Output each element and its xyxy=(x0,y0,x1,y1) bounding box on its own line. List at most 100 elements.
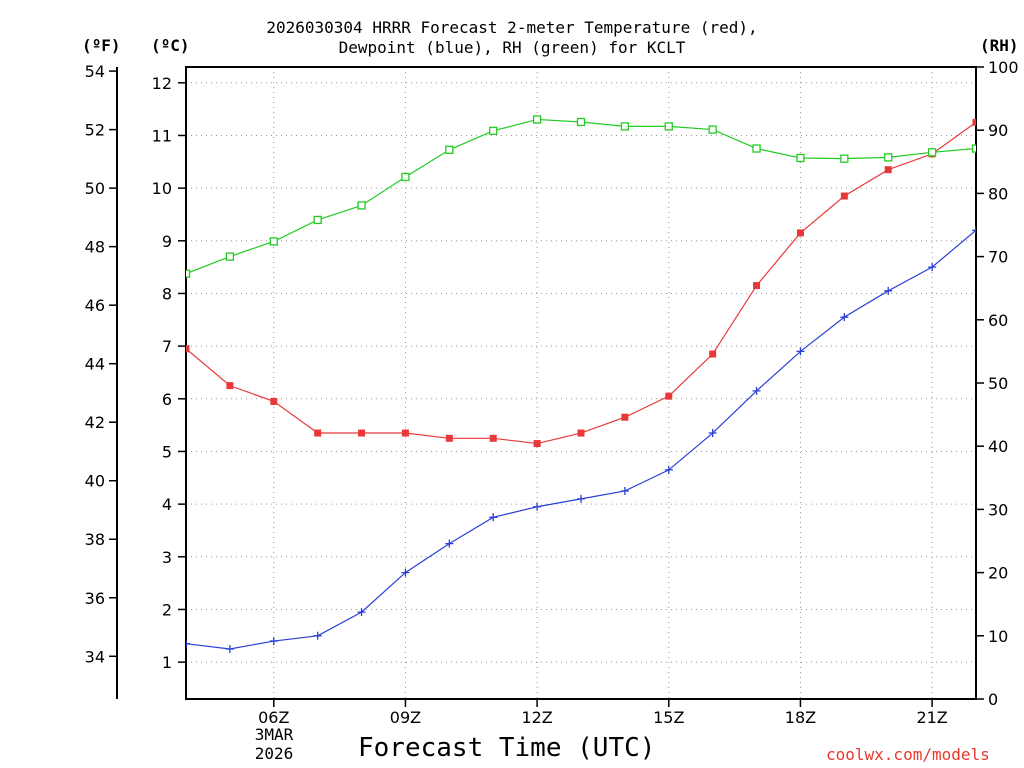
rh-tick-label: 10 xyxy=(988,627,1008,646)
dewpoint-point xyxy=(186,639,190,648)
rh-point xyxy=(664,122,673,131)
rh-tick-label: 100 xyxy=(988,58,1019,77)
dewpoint-point xyxy=(445,539,454,548)
temperature-point xyxy=(445,434,453,442)
dewpoint-point xyxy=(489,513,498,522)
fahrenheit-tick-label: 34 xyxy=(85,647,105,666)
credit-link[interactable]: coolwx.com/models xyxy=(826,745,990,764)
fahrenheit-tick-label: 54 xyxy=(85,62,105,81)
dewpoint-point xyxy=(840,313,849,322)
rh-point xyxy=(708,125,717,134)
temperature-point xyxy=(884,166,892,174)
temperature-point xyxy=(270,397,278,405)
dewpoint-point xyxy=(884,286,893,295)
x-tick-label: 15Z xyxy=(653,708,684,727)
celsius-tick-label: 7 xyxy=(162,337,172,356)
dewpoint-point xyxy=(269,637,278,646)
rh-tick-label: 40 xyxy=(988,437,1008,456)
celsius-tick-label: 8 xyxy=(162,284,172,303)
dewpoint-point xyxy=(577,494,585,503)
rh-point xyxy=(796,153,805,163)
temperature-point xyxy=(358,429,366,437)
x-tick-label: 12Z xyxy=(521,708,552,727)
rh-point xyxy=(927,148,937,157)
rh-tick-label: 60 xyxy=(988,311,1008,330)
rh-point xyxy=(445,145,454,154)
rh-point xyxy=(313,215,322,225)
rh-point xyxy=(884,153,893,162)
rh-tick-label: 30 xyxy=(988,500,1008,519)
temperature-point xyxy=(665,392,673,400)
dewpoint-point xyxy=(225,644,234,653)
series-group xyxy=(186,115,976,653)
fahrenheit-tick-label: 48 xyxy=(85,238,105,257)
temperature-point xyxy=(577,429,585,437)
fahrenheit-tick-label: 44 xyxy=(85,355,105,374)
dewpoint-point xyxy=(401,568,410,577)
rh-tick-label: 50 xyxy=(988,374,1008,393)
temperature-point xyxy=(533,440,541,448)
celsius-tick-label: 10 xyxy=(152,179,172,198)
dewpoint-point xyxy=(972,226,976,235)
plot-frame xyxy=(185,66,977,700)
fahrenheit-tick-label: 50 xyxy=(85,179,105,198)
rh-point xyxy=(971,144,976,153)
fahrenheit-tick-label: 36 xyxy=(85,589,105,608)
rh-point xyxy=(186,269,191,278)
celsius-tick-label: 2 xyxy=(162,600,172,619)
dewpoint-point xyxy=(664,465,673,474)
rh-tick-label: 20 xyxy=(988,564,1008,583)
chart-title-line1: 2026030304 HRRR Forecast 2-meter Tempera… xyxy=(266,18,758,37)
rh-tick-label: 80 xyxy=(988,184,1008,203)
temperature-point xyxy=(489,434,497,442)
temperature-point xyxy=(186,345,190,353)
temperature-point xyxy=(796,229,804,237)
celsius-tick-label: 5 xyxy=(162,442,172,461)
dewpoint-point xyxy=(928,263,937,272)
celsius-tick-label: 3 xyxy=(162,548,172,567)
celsius-tick-label: 4 xyxy=(162,495,172,514)
temperature-point xyxy=(314,429,322,437)
fahrenheit-tick-label: 40 xyxy=(85,472,105,491)
dewpoint-point xyxy=(533,502,542,511)
rh-point xyxy=(357,201,366,210)
fahrenheit-tick-label: 38 xyxy=(85,530,105,549)
temperature-point xyxy=(621,413,629,421)
rh-tick-label: 90 xyxy=(988,121,1008,140)
fahrenheit-tick-label: 46 xyxy=(85,296,105,315)
celsius-tick-label: 11 xyxy=(152,126,172,145)
temperature-point xyxy=(840,192,848,200)
temperature-point xyxy=(709,350,717,358)
rh-point xyxy=(620,122,630,131)
celsius-tick-label: 1 xyxy=(162,653,172,672)
celsius-unit-label: (ºC) xyxy=(151,36,190,55)
rh-point xyxy=(489,126,498,135)
dewpoint-point xyxy=(796,347,805,356)
x-axis-title: Forecast Time (UTC) xyxy=(358,733,656,763)
dewpoint-point xyxy=(313,631,322,640)
rh-line xyxy=(186,118,976,275)
rh-point xyxy=(532,115,542,124)
rh-tick-label: 70 xyxy=(988,248,1008,267)
temperature-point xyxy=(226,382,234,390)
dewpoint-point xyxy=(752,386,761,395)
rh-point xyxy=(401,172,410,182)
temperature-point xyxy=(401,429,409,437)
rh-tick-label: 0 xyxy=(988,690,998,709)
dewpoint-point xyxy=(620,486,629,495)
rh-point xyxy=(752,144,761,153)
fahrenheit-tick-label: 42 xyxy=(85,413,105,432)
x-tick-label: 09Z xyxy=(390,708,421,727)
celsius-tick-label: 6 xyxy=(162,390,172,409)
x-tick-label: 18Z xyxy=(785,708,816,727)
rh-point xyxy=(840,154,849,163)
temperature-point xyxy=(753,282,761,290)
rh-point xyxy=(576,117,586,127)
x-tick-label: 21Z xyxy=(916,708,947,727)
temperature-point xyxy=(972,118,976,126)
dewpoint-point xyxy=(357,608,366,617)
fahrenheit-tick-label: 52 xyxy=(85,121,105,140)
celsius-tick-label: 9 xyxy=(162,232,172,251)
dewpoint-point xyxy=(708,429,717,438)
